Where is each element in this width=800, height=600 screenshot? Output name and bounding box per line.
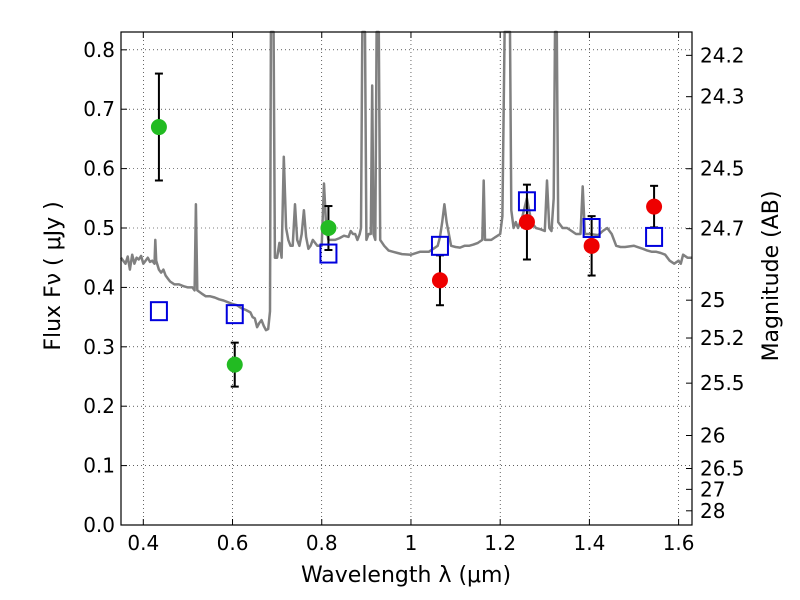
y-tick-label: 0.3 (83, 335, 115, 359)
x-ticks: 0.4 0.6 0.8 1 1.2 1.4 1.6 (127, 32, 695, 555)
data-point (646, 198, 663, 215)
data-point (431, 272, 448, 289)
data-point (518, 214, 535, 231)
x-tick-label: 0.4 (127, 531, 159, 555)
model-square (149, 301, 168, 322)
x-tick-label: 1 (405, 531, 418, 555)
magnitude-tick-label: 25.5 (700, 371, 745, 395)
x-axis-label: Wavelength λ (μm) (301, 563, 511, 588)
data-point (583, 237, 600, 254)
plot-frame (120, 31, 693, 526)
grid (121, 32, 692, 526)
model-square (319, 243, 338, 264)
x-tick-label: 1.2 (484, 531, 516, 555)
magnitude-tick-label: 24.2 (700, 43, 745, 67)
y-axis-label: Flux Fν ( μJy ) (41, 201, 66, 350)
y-tick-label: 0.7 (83, 97, 115, 121)
right-axis-label: Magnitude (AB) (759, 191, 784, 362)
magnitude-tick-label: 24.3 (700, 85, 745, 109)
data-point (226, 356, 243, 373)
x-tick-label: 0.8 (306, 531, 338, 555)
x-tick-label: 1.4 (573, 531, 605, 555)
magnitude-tick-label: 25.2 (700, 326, 745, 350)
points-layer (149, 72, 664, 388)
magnitude-tick-label: 27 (700, 477, 725, 501)
y-tick-label: 0.2 (83, 394, 115, 418)
magnitude-tick-label: 28 (700, 499, 725, 523)
spectrum-line (120, 30, 692, 332)
model-square (225, 304, 244, 325)
spectrum-layer (120, 30, 692, 332)
magnitude-tick-label: 24.5 (700, 157, 745, 181)
y-tick-label: 0.6 (83, 157, 115, 181)
x-tick-label: 1.6 (663, 531, 695, 555)
model-square (517, 191, 536, 212)
y-tick-label: 0.4 (83, 275, 115, 299)
y-ticks: 0.0 0.1 0.2 0.3 0.4 0.5 0.6 0.7 0.8 (83, 38, 127, 537)
magnitude-tick-label: 26 (700, 423, 725, 447)
y-tick-label: 0.0 (83, 513, 115, 537)
model-square (582, 218, 601, 239)
y-tick-label: 0.5 (83, 216, 115, 240)
data-point (150, 119, 167, 136)
x-tick-label: 0.6 (217, 531, 249, 555)
magnitude-tick-label: 25 (700, 288, 725, 312)
y-tick-label: 0.1 (83, 454, 115, 478)
magnitude-tick-label: 26.5 (700, 457, 745, 481)
y-tick-label: 0.8 (83, 38, 115, 62)
model-square (645, 226, 664, 247)
data-point (320, 220, 337, 237)
magnitude-tick-label: 24.7 (700, 217, 745, 241)
model-square (430, 235, 449, 256)
